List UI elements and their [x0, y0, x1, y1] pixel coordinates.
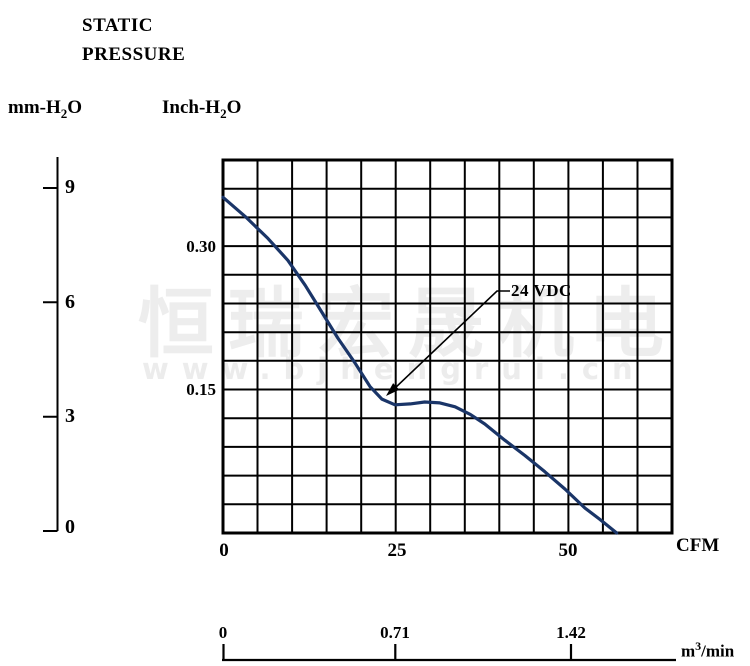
m3min-unit-label: m3/min [681, 639, 735, 661]
mm-tick-label-3: 3 [65, 405, 75, 427]
chart-title-line2: PRESSURE [82, 44, 186, 65]
chart-title-line1: STATIC [82, 15, 153, 36]
cfm-tick-label-25: 25 [387, 540, 407, 561]
cfm-unit-label: CFM [676, 535, 720, 556]
inch-tick-label-030: 0.30 [186, 237, 216, 256]
m3min-tick-label-071: 0.71 [380, 623, 410, 642]
mm-tick-label-9: 9 [65, 176, 75, 198]
chart-title: STATIC PRESSURE [82, 11, 185, 69]
cfm-tick-label-0: 0 [219, 540, 229, 561]
watermark-company-name: 恒瑞宏晟机电 [138, 279, 678, 368]
pressure-curve-24vdc [221, 195, 619, 535]
inch-tick-label-015: 0.15 [186, 380, 216, 399]
mm-axis-ruler [43, 157, 59, 532]
m3min-tick-label-142: 1.42 [556, 623, 586, 642]
annotation-leader-line [393, 290, 510, 390]
mm-h2o-unit-label: mm-H2O [8, 97, 83, 121]
voltage-annotation-label: 24 VDC [511, 281, 572, 300]
annotation-arrowhead-icon [386, 383, 400, 396]
mm-tick-label-6: 6 [65, 291, 75, 313]
inch-h2o-unit-label: Inch-H2O [162, 97, 242, 121]
cfm-tick-label-50: 50 [558, 540, 578, 561]
plot-grid-and-curve [221, 158, 674, 535]
m3min-axis-ruler [222, 644, 676, 662]
mm-tick-label-0: 0 [65, 516, 75, 538]
m3min-tick-label-0: 0 [218, 623, 228, 642]
